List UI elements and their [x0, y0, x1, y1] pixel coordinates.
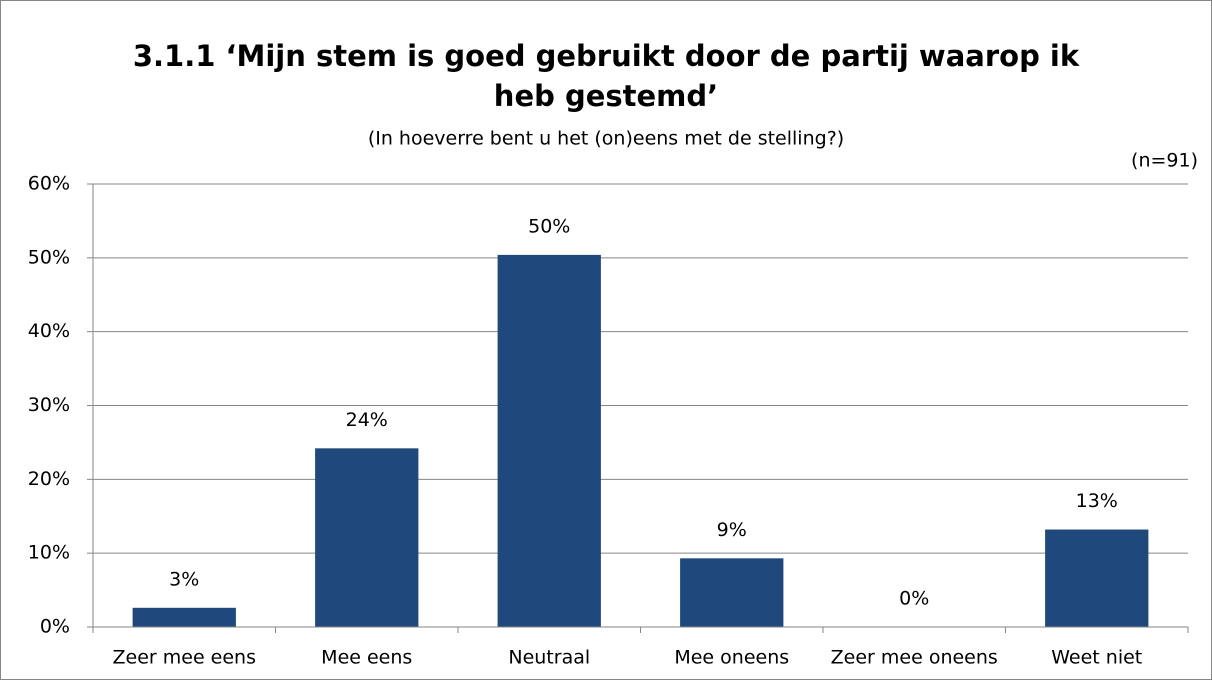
- bar: [680, 558, 784, 627]
- data-label: 13%: [1076, 490, 1118, 512]
- x-tick-label: Neutraal: [508, 647, 590, 669]
- data-label: 0%: [899, 588, 929, 610]
- y-tick-label: 50%: [28, 246, 70, 268]
- x-tick-label: Mee eens: [321, 647, 412, 669]
- annotation: (n=91): [1131, 150, 1198, 172]
- data-label: 3%: [169, 568, 199, 590]
- y-tick-label: 40%: [28, 320, 70, 342]
- data-label: 24%: [346, 409, 388, 431]
- x-tick-label: Zeer mee eens: [113, 647, 257, 669]
- chart-subtitle: (In hoeverre bent u het (on)eens met de …: [368, 128, 844, 150]
- bar: [1045, 529, 1149, 627]
- data-label: 50%: [528, 215, 570, 237]
- y-tick-label: 10%: [28, 542, 70, 564]
- x-tick-label: Mee oneens: [674, 647, 789, 669]
- bar: [315, 448, 419, 627]
- bar: [132, 607, 236, 627]
- y-tick-label: 30%: [28, 394, 70, 416]
- y-tick-label: 0%: [40, 616, 70, 638]
- data-label: 9%: [717, 519, 747, 541]
- x-tick-label: Zeer mee oneens: [831, 647, 998, 669]
- chart-title: 3.1.1 ‘Mijn stem is goed gebruikt door d…: [133, 39, 1080, 73]
- y-tick-label: 20%: [28, 468, 70, 490]
- bar: [497, 254, 601, 627]
- chart-title: heb gestemd’: [494, 79, 718, 113]
- y-tick-label: 60%: [28, 173, 70, 195]
- x-tick-label: Weet niet: [1051, 647, 1142, 669]
